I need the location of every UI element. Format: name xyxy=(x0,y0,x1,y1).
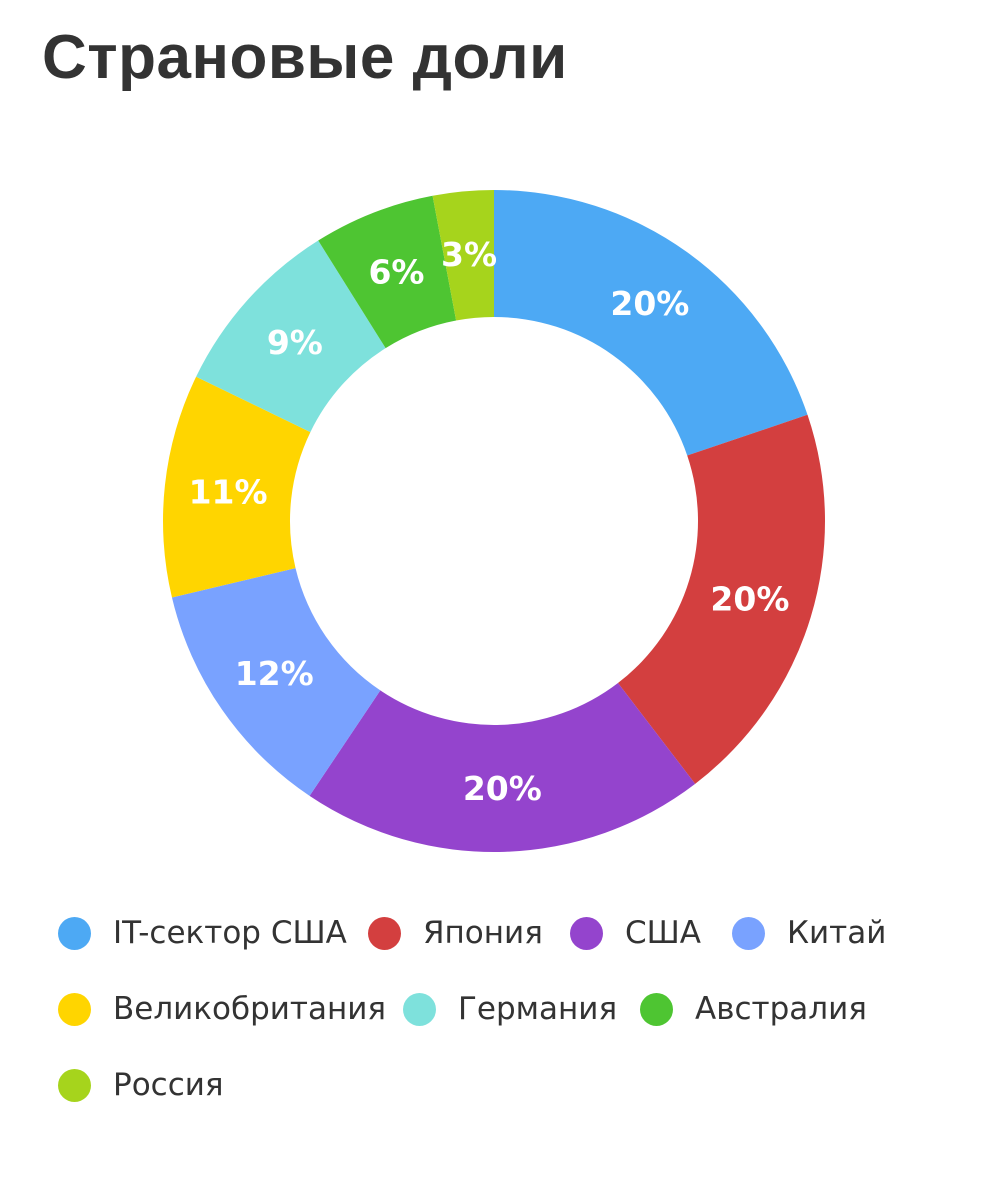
legend-swatch xyxy=(368,916,401,950)
legend-swatch xyxy=(403,992,436,1026)
legend-label: Япония xyxy=(423,915,543,951)
legend-label: Великобритания xyxy=(113,991,387,1027)
legend-item-usa: США xyxy=(570,900,701,966)
donut-slice xyxy=(494,190,808,456)
legend-row: Россия xyxy=(58,1052,958,1128)
legend-item-it-sector-usa: IT-сектор США xyxy=(58,900,347,966)
legend-row: IT-сектор США Япония США Китай xyxy=(58,900,958,976)
slice-value-label: 20% xyxy=(610,284,689,323)
chart-title: Страновые доли xyxy=(42,23,568,92)
slice-value-label: 20% xyxy=(463,769,542,808)
slice-value-label: 3% xyxy=(441,235,497,274)
legend-swatch xyxy=(570,916,603,950)
legend-item-germany: Германия xyxy=(403,976,617,1042)
legend-swatch xyxy=(732,916,765,950)
slice-value-label: 9% xyxy=(267,323,323,362)
slice-value-label: 6% xyxy=(368,252,424,291)
legend-item-australia: Австралия xyxy=(640,976,867,1042)
legend-label: США xyxy=(625,915,702,951)
legend-item-china: Китай xyxy=(732,900,886,966)
legend-label: Австралия xyxy=(695,991,867,1027)
donut-slice xyxy=(196,240,386,433)
legend-swatch xyxy=(58,992,91,1026)
legend-swatch xyxy=(58,1068,91,1102)
slice-value-label: 11% xyxy=(189,472,268,511)
donut-slice xyxy=(309,683,696,852)
legend-item-japan: Япония xyxy=(368,900,543,966)
donut-chart: 20% 20% 20% 12% 11% 9% 6% 3% xyxy=(162,190,825,852)
donut-slice xyxy=(171,568,381,796)
legend-item-russia: Россия xyxy=(58,1052,224,1118)
legend-label: Россия xyxy=(113,1067,224,1103)
slice-value-label: 12% xyxy=(235,654,314,693)
legend-swatch xyxy=(640,992,673,1026)
legend-row: Великобритания Германия Австралия xyxy=(58,976,958,1052)
legend-label: Китай xyxy=(787,915,887,951)
donut-slice xyxy=(318,195,457,349)
donut-slice xyxy=(432,190,494,321)
donut-slice xyxy=(162,376,311,598)
legend-label: Германия xyxy=(458,991,618,1027)
donut-slice xyxy=(617,414,825,784)
legend-item-great-britain: Великобритания xyxy=(58,976,386,1042)
slice-value-label: 20% xyxy=(710,579,789,618)
legend-label: IT-сектор США xyxy=(113,915,347,951)
legend-swatch xyxy=(58,916,91,950)
chart-legend: IT-сектор США Япония США Китай Великобри… xyxy=(58,900,958,1128)
